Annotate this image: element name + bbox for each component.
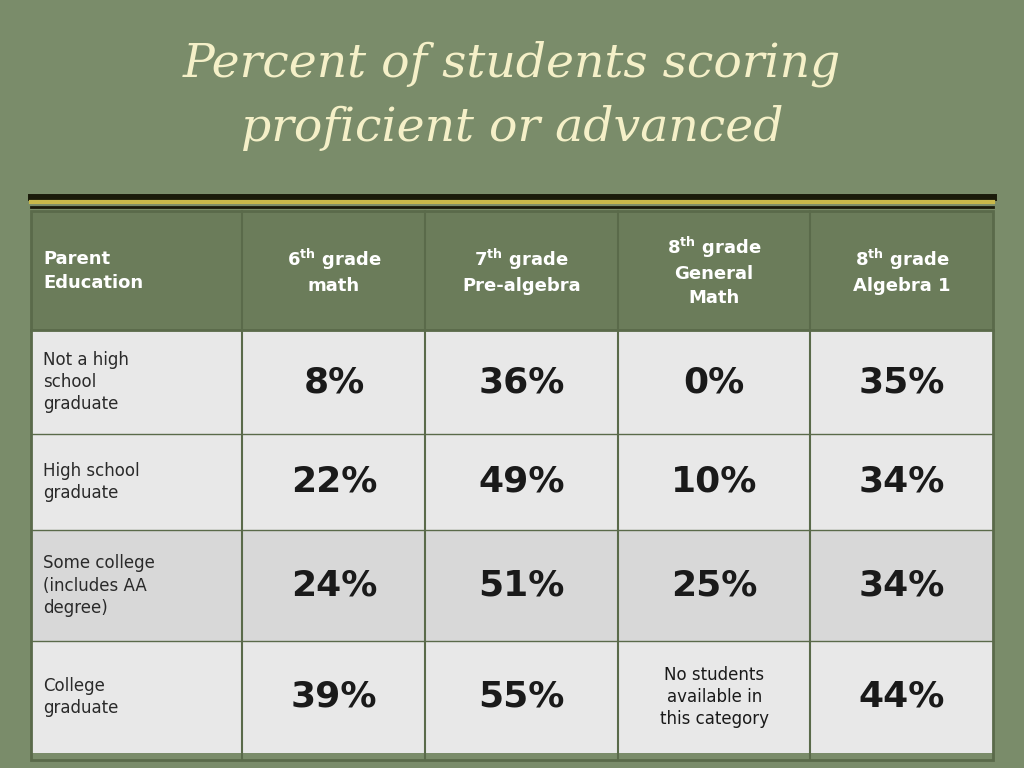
Text: 35%: 35% (859, 365, 945, 399)
Text: 49%: 49% (478, 465, 565, 499)
Text: Not a high
school
graduate: Not a high school graduate (43, 351, 129, 413)
Bar (31, 330, 993, 434)
Text: 22%: 22% (291, 465, 377, 499)
Bar (31, 211, 993, 760)
Text: $\mathbf{8^{th}}$ grade
Algebra 1: $\mathbf{8^{th}}$ grade Algebra 1 (853, 247, 950, 295)
Bar (31, 530, 993, 641)
Text: $\mathbf{6^{th}}$ grade
math: $\mathbf{6^{th}}$ grade math (287, 247, 381, 295)
Bar (31, 434, 993, 530)
Text: No students
available in
this category: No students available in this category (659, 666, 769, 728)
Bar (31, 211, 993, 330)
Text: Percent of students scoring
proficient or advanced: Percent of students scoring proficient o… (183, 41, 841, 151)
Text: 36%: 36% (478, 365, 565, 399)
Text: $\mathbf{7^{th}}$ grade
Pre-algebra: $\mathbf{7^{th}}$ grade Pre-algebra (462, 247, 581, 295)
Text: 51%: 51% (478, 568, 565, 603)
Text: 0%: 0% (683, 365, 744, 399)
Text: High school
graduate: High school graduate (43, 462, 139, 502)
Bar (31, 641, 993, 753)
Text: 8%: 8% (303, 365, 365, 399)
Text: 10%: 10% (671, 465, 758, 499)
Text: Some college
(includes AA
degree): Some college (includes AA degree) (43, 554, 155, 617)
Text: Parent
Education: Parent Education (43, 250, 143, 292)
Text: 55%: 55% (478, 680, 565, 714)
Text: 25%: 25% (671, 568, 758, 603)
Text: College
graduate: College graduate (43, 677, 119, 717)
Text: 34%: 34% (859, 465, 945, 499)
Text: 24%: 24% (291, 568, 377, 603)
Text: $\mathbf{8^{th}}$ grade
General
Math: $\mathbf{8^{th}}$ grade General Math (667, 234, 762, 307)
Text: 34%: 34% (859, 568, 945, 603)
Text: 39%: 39% (291, 680, 377, 714)
Text: 44%: 44% (859, 680, 945, 714)
